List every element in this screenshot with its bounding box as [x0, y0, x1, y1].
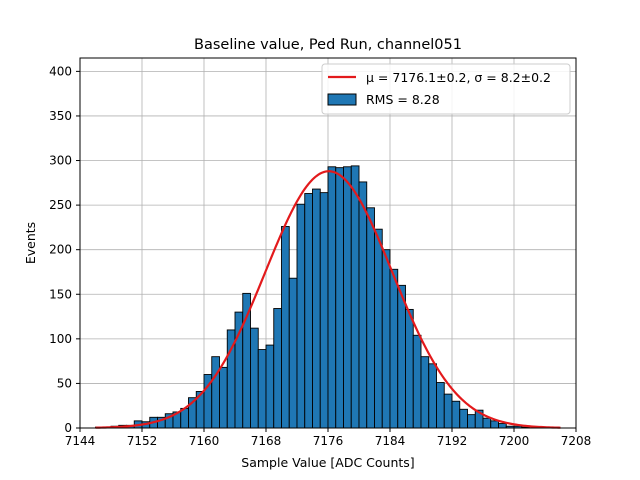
histogram-bar — [443, 393, 453, 429]
x-tick-label: 7168 — [251, 434, 282, 448]
x-tick-label: 7192 — [437, 434, 468, 448]
histogram-bar — [412, 334, 422, 429]
histogram-bar — [335, 167, 344, 429]
histogram-bar — [358, 181, 368, 429]
x-tick-label: 7184 — [375, 434, 406, 448]
y-tick-label: 400 — [49, 64, 72, 78]
y-tick-label: 200 — [49, 243, 72, 257]
legend-fit-label: μ = 7176.1±0.2, σ = 8.2±0.2 — [366, 70, 551, 85]
histogram-bar — [288, 277, 298, 429]
legend: μ = 7176.1±0.2, σ = 8.2±0.2 RMS = 8.28 — [321, 63, 571, 115]
histogram-bar — [312, 188, 321, 429]
chart-title: Baseline value, Ped Run, channel051 — [194, 37, 462, 53]
histogram-bar — [420, 356, 430, 429]
x-tick-label: 7176 — [313, 434, 344, 448]
x-axis-label: Sample Value [ADC Counts] — [241, 455, 414, 470]
y-axis-ticks: 0 50 100 150 200 250 300 350 400 — [49, 64, 80, 435]
histogram-bar — [343, 166, 352, 429]
y-tick-label: 150 — [49, 287, 72, 301]
histogram-bar — [490, 420, 499, 429]
legend-bar-swatch — [327, 93, 357, 106]
legend-bar-label: RMS = 8.28 — [366, 92, 440, 107]
histogram-bar — [219, 366, 228, 429]
histogram-bar — [366, 207, 375, 429]
y-tick-label: 300 — [49, 154, 72, 168]
histogram-bar — [428, 363, 437, 429]
gaussian-fit-curve — [95, 170, 561, 429]
y-tick-label: 350 — [49, 109, 72, 123]
histogram-bars — [95, 165, 530, 429]
histogram-bar — [482, 417, 492, 429]
x-tick-label: 7160 — [189, 434, 220, 448]
legend-box — [321, 63, 571, 115]
histogram-bar — [250, 327, 259, 429]
y-axis-label: Events — [23, 222, 38, 264]
histogram-bar — [381, 249, 391, 429]
histogram-bar — [350, 165, 360, 429]
x-tick-label: 7200 — [499, 434, 530, 448]
histogram-bar — [211, 356, 220, 429]
histogram-bar — [436, 382, 445, 429]
histogram-bar — [405, 308, 414, 429]
histogram-bar — [242, 292, 251, 429]
x-tick-label: 7152 — [127, 434, 158, 448]
y-tick-label: 100 — [49, 332, 72, 346]
y-tick-label: 50 — [57, 376, 72, 390]
x-axis-ticks: 7144 7152 7160 7168 7176 7184 7192 7200 7208 — [65, 428, 592, 448]
x-tick-label: 7144 — [65, 434, 96, 448]
histogram-bar — [327, 166, 337, 429]
histogram-bar — [257, 349, 267, 429]
histogram-bar — [467, 414, 476, 429]
histogram-bar — [451, 400, 461, 429]
histogram-bar — [397, 284, 406, 429]
histogram-bar — [281, 226, 290, 429]
histogram-bar — [265, 344, 275, 429]
histogram-bar — [498, 423, 507, 429]
histogram-bar — [374, 228, 383, 429]
y-tick-label: 250 — [49, 198, 72, 212]
histogram-bar — [389, 268, 399, 429]
histogram-bar — [304, 193, 313, 429]
x-tick-label: 7208 — [561, 434, 592, 448]
histogram-bar — [296, 203, 306, 429]
y-tick-label: 0 — [64, 421, 72, 435]
histogram-bar — [273, 308, 282, 429]
histogram-bar — [319, 192, 329, 429]
histogram-bar — [459, 408, 468, 429]
